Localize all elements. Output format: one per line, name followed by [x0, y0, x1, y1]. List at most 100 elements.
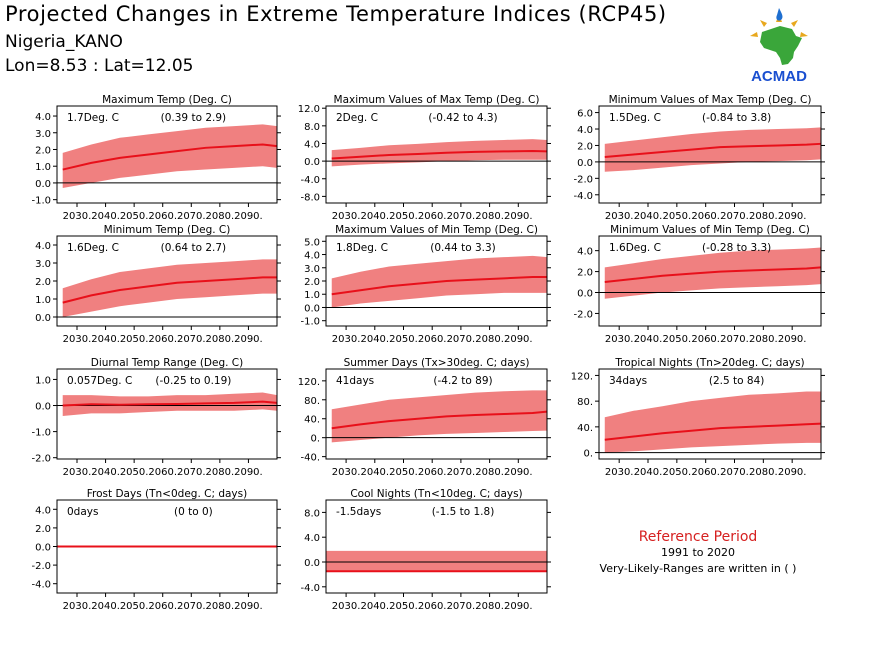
chart-panel: 120. 80. 40. 0. 2030. 2040. 2050. 2060. 2070. 208…	[571, 357, 825, 478]
median-line	[62, 276, 277, 304]
x-tick-label: 2060.	[691, 334, 720, 345]
y-tick-label: 0.0	[577, 289, 593, 300]
chart-title: Diurnal Temp Range (Deg. C)	[91, 357, 243, 369]
x-tick-label: 2090.	[234, 467, 263, 478]
x-tick-label: 2070.	[177, 211, 206, 222]
y-tick-label: 120.	[298, 377, 320, 388]
x-tick-label: 2060.	[148, 211, 177, 222]
chart-title: Maximum Values of Min Temp (Deg. C)	[335, 224, 538, 236]
median-line	[62, 143, 278, 171]
y-tick-label: -40.	[300, 453, 320, 464]
x-tick-label: 2080.	[475, 334, 504, 345]
chart-title: Minimum Temp (Deg. C)	[104, 224, 231, 236]
y-tick-label: 0.0	[304, 558, 320, 569]
range-value: (-1.5 to 1.8)	[432, 506, 495, 518]
plot-frame	[598, 235, 822, 327]
y-tick-label: 0.0	[35, 543, 51, 554]
x-tick-label: 2080.	[749, 467, 778, 478]
y-tick-label: 40.	[577, 423, 593, 434]
x-tick-label: 2060.	[691, 467, 720, 478]
y-tick-label: 1.0	[304, 290, 320, 301]
location-coords: Lon=8.53 : Lat=12.05	[5, 56, 194, 76]
likely-range-band	[604, 127, 821, 172]
chart-panel: 12.0 8.0 4.0 0.0 -4.0 -8.0 2030. 2040. 2050. 2060…	[298, 94, 551, 222]
chart-title: Minimum Values of Max Temp (Deg. C)	[609, 94, 812, 106]
x-tick-label: 2050.	[120, 211, 149, 222]
x-tick-label: 2090.	[504, 334, 533, 345]
y-tick-label: 6.0	[577, 109, 593, 120]
summary-value: 2Deg. C	[336, 112, 378, 124]
median-line	[604, 422, 822, 441]
summary-value: 0days	[67, 506, 98, 518]
x-tick-label: 2070.	[720, 211, 749, 222]
x-tick-label: 2050.	[389, 334, 418, 345]
plot-frame	[325, 368, 548, 460]
x-tick-label: 2060.	[148, 467, 177, 478]
range-value: (0.44 to 3.3)	[430, 242, 496, 254]
y-tick-label: 0.0	[35, 402, 51, 413]
likely-range-band	[604, 391, 821, 453]
x-tick-label: 2040.	[360, 334, 389, 345]
chart-title: Frost Days (Tn<0deg. C; days)	[87, 488, 247, 500]
likely-range-band	[62, 124, 277, 188]
x-tick-label: 2040.	[634, 211, 663, 222]
logo-text: ACMAD	[751, 68, 807, 84]
chart-title: Maximum Temp (Deg. C)	[102, 94, 232, 106]
y-tick-label: 80.	[304, 396, 320, 407]
x-tick-label: 2040.	[360, 467, 389, 478]
range-value: (0 to 0)	[174, 506, 213, 518]
summary-value: 0.057Deg. C	[67, 375, 132, 387]
plot-frame	[325, 499, 548, 594]
plot-frame	[325, 105, 548, 204]
chart-panel: 120. 80. 40. 0. -40. 2030. 2040. 2050. 2060. 2070…	[298, 357, 551, 478]
x-tick-label: 2040.	[91, 334, 120, 345]
y-tick-label: 2.0	[35, 277, 51, 288]
x-tick-label: 2080.	[475, 601, 504, 612]
x-tick-label: 2050.	[663, 467, 692, 478]
y-tick-label: 4.0	[35, 112, 51, 123]
range-value: (-0.42 to 4.3)	[428, 112, 497, 124]
y-tick-label: -4.0	[573, 191, 593, 202]
x-tick-label: 2080.	[206, 601, 235, 612]
median-line	[62, 400, 278, 407]
y-tick-label: 4.0	[304, 251, 320, 262]
plot-frame	[56, 368, 278, 460]
x-tick-label: 2080.	[206, 467, 235, 478]
plot-frame	[598, 368, 822, 460]
chart-title: Maximum Values of Max Temp (Deg. C)	[334, 94, 540, 106]
x-tick-label: 2090.	[234, 334, 263, 345]
x-tick-label: 2070.	[447, 467, 476, 478]
y-tick-label: 2.0	[35, 145, 51, 156]
plot-frame	[56, 105, 278, 204]
x-tick-label: 2040.	[360, 211, 389, 222]
x-tick-label: 2060.	[418, 334, 447, 345]
x-tick-label: 2090.	[778, 211, 807, 222]
y-tick-label: -1.0	[31, 196, 51, 207]
x-tick-label: 2070.	[177, 334, 206, 345]
chart-title: Tropical Nights (Tn>20deg. C; days)	[614, 357, 804, 369]
x-tick-label: 2050.	[120, 467, 149, 478]
x-tick-label: 2040.	[634, 334, 663, 345]
x-tick-label: 2050.	[120, 334, 149, 345]
location-name: Nigeria_KANO	[5, 32, 123, 52]
x-tick-label: 2030.	[332, 211, 361, 222]
summary-value: 1.6Deg. C	[67, 242, 119, 254]
y-tick-label: 0.	[583, 449, 593, 460]
likely-range-band	[62, 259, 277, 317]
x-tick-label: 2070.	[447, 601, 476, 612]
africa-map-logo: ACMAD	[750, 8, 808, 84]
y-tick-label: -4.0	[300, 175, 320, 186]
y-tick-label: 0.0	[35, 313, 51, 324]
chart-title: Minimum Values of Min Temp (Deg. C)	[610, 224, 810, 236]
summary-value: 1.7Deg. C	[67, 112, 119, 124]
y-tick-label: -2.0	[31, 561, 51, 572]
range-value: (-0.84 to 3.8)	[702, 112, 771, 124]
y-tick-label: 1.0	[35, 375, 51, 386]
x-tick-label: 2090.	[504, 211, 533, 222]
plot-frame	[598, 105, 822, 204]
y-tick-label: 0.0	[304, 157, 320, 168]
reference-note: Very-Likely-Ranges are written in ( )	[599, 562, 797, 575]
x-tick-label: 2070.	[447, 211, 476, 222]
